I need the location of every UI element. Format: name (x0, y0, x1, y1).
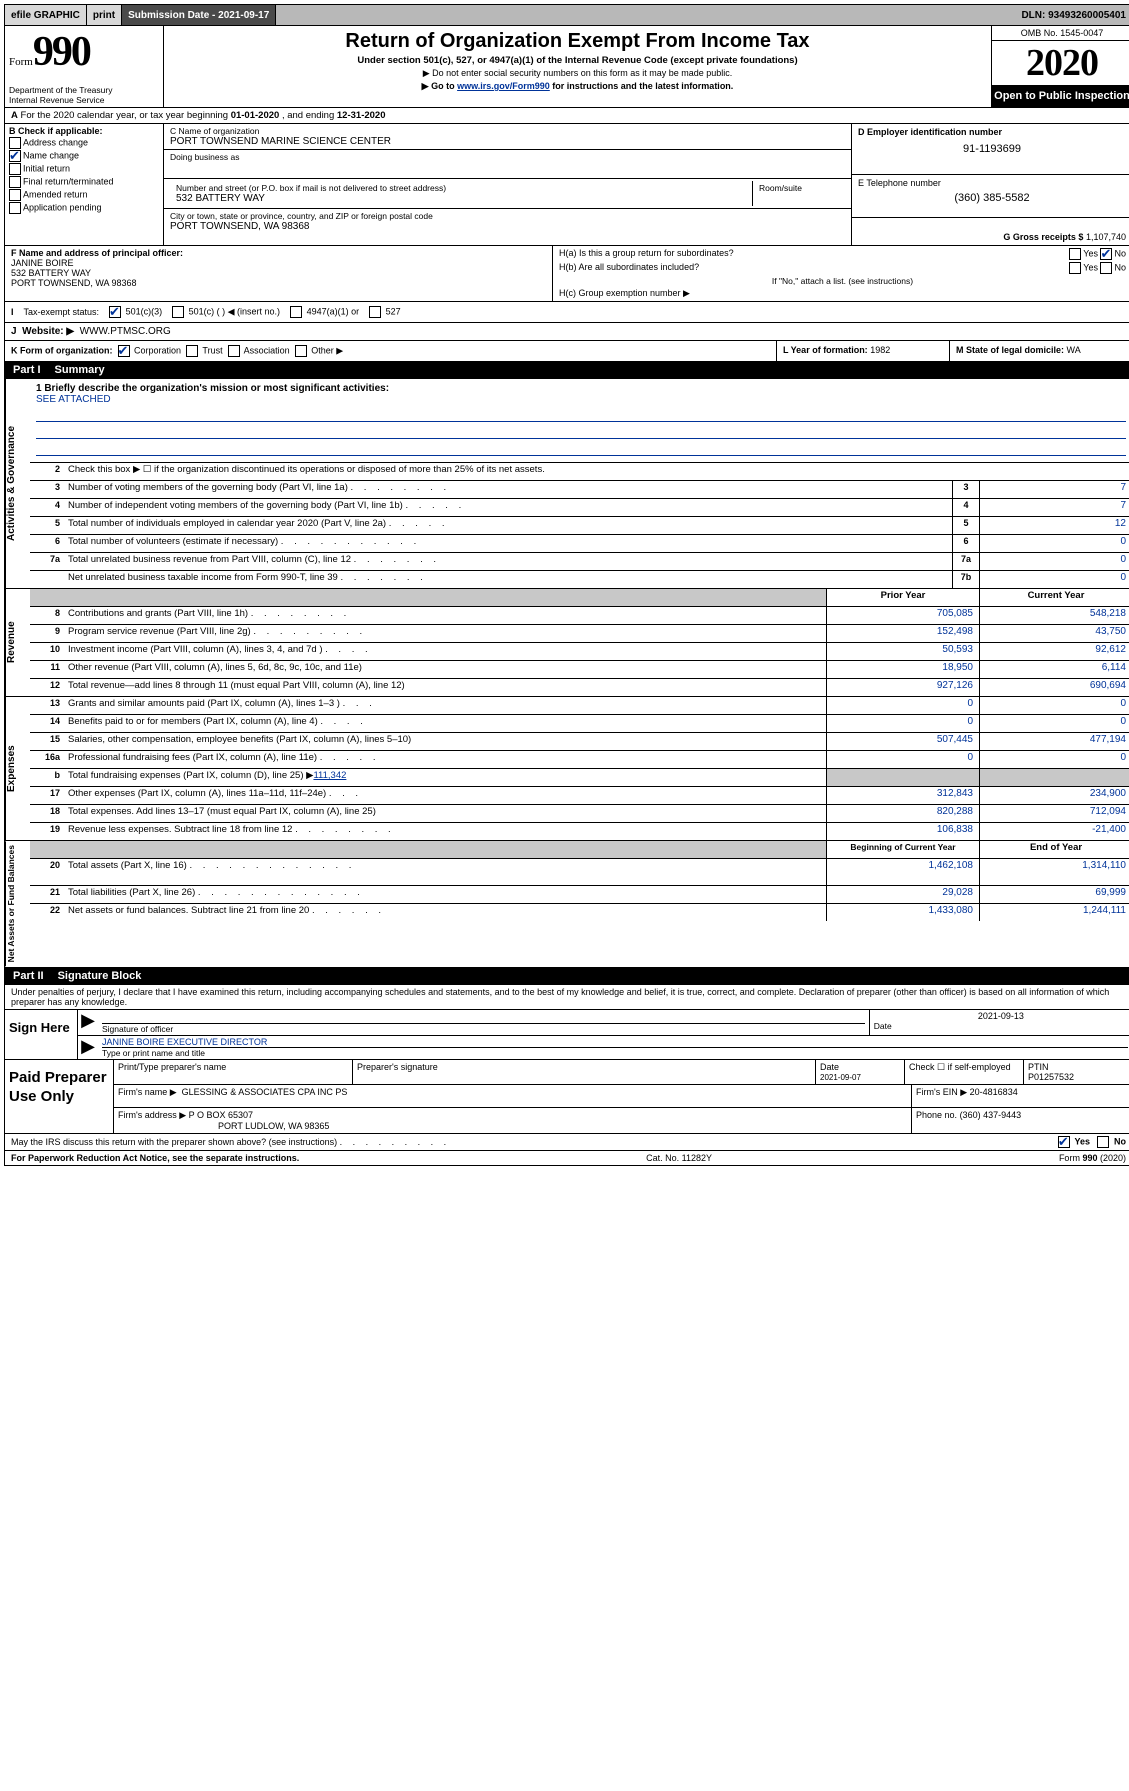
paid-preparer-section: Paid Preparer Use Only Print/Type prepar… (5, 1060, 1129, 1134)
sign-here-section: Sign Here ▶ Signature of officer 2021-09… (5, 1010, 1129, 1060)
part-2-header: Part II Signature Block (5, 968, 1129, 985)
mission-box: 1 Briefly describe the organization's mi… (30, 379, 1129, 462)
col-c-org-info: C Name of organization PORT TOWNSEND MAR… (164, 124, 852, 245)
form-title: Return of Organization Exempt From Incom… (170, 30, 985, 53)
net-assets-section: Net Assets or Fund Balances Beginning of… (5, 841, 1129, 967)
cb-amended-return[interactable]: Amended return (9, 189, 159, 201)
col-b-checkboxes: B Check if applicable: Address change Na… (5, 124, 164, 245)
efile-graphic-button[interactable]: efile GRAPHIC (5, 5, 87, 25)
sign-arrow-icon: ▶ (78, 1010, 98, 1035)
principal-officer: F Name and address of principal officer:… (5, 246, 553, 301)
cb-501c[interactable] (172, 306, 184, 318)
top-bar: efile GRAPHIC print Submission Date - 20… (4, 4, 1129, 26)
website-value: WWW.PTMSC.ORG (80, 326, 171, 337)
tax-year: 2020 (992, 41, 1129, 86)
dba-cell: Doing business as (164, 150, 851, 179)
col-d-e-g: D Employer identification number 91-1193… (852, 124, 1129, 245)
ssn-note: ▶ Do not enter social security numbers o… (170, 68, 985, 79)
header-right: OMB No. 1545-0047 2020 Open to Public In… (992, 26, 1129, 107)
cb-hb-yes[interactable] (1069, 262, 1081, 274)
cb-name-change[interactable]: Name change (9, 150, 159, 162)
cb-ha-yes[interactable] (1069, 248, 1081, 260)
revenue-section: Revenue Prior YearCurrent Year 8Contribu… (5, 589, 1129, 697)
cb-discuss-no[interactable] (1097, 1136, 1109, 1148)
cb-ha-no[interactable] (1100, 248, 1112, 260)
officer-typed-name: JANINE BOIRE EXECUTIVE DIRECTOR (102, 1037, 1128, 1048)
submission-date-label: Submission Date - 2021-09-17 (122, 5, 276, 25)
cb-discuss-yes[interactable] (1058, 1136, 1070, 1148)
discuss-row: May the IRS discuss this return with the… (5, 1134, 1129, 1151)
col-b-header: B Check if applicable: (9, 126, 103, 136)
cb-association[interactable] (228, 345, 240, 357)
cb-initial-return[interactable]: Initial return (9, 163, 159, 175)
org-name-cell: C Name of organization PORT TOWNSEND MAR… (164, 124, 851, 150)
pra-notice: For Paperwork Reduction Act Notice, see … (11, 1153, 299, 1163)
paid-preparer-label: Paid Preparer Use Only (5, 1060, 114, 1133)
top-bar-spacer (276, 5, 1015, 25)
perjury-statement: Under penalties of perjury, I declare th… (5, 985, 1129, 1010)
tax-exempt-row: I Tax-exempt status: 501(c)(3) 501(c) ( … (5, 302, 1129, 323)
cb-final-return[interactable]: Final return/terminated (9, 176, 159, 188)
k-l-m-row: K Form of organization: Corporation Trus… (5, 341, 1129, 362)
ein-cell: D Employer identification number 91-1193… (852, 124, 1129, 175)
mission-text: SEE ATTACHED (36, 394, 1126, 405)
form-header: Form990 Department of the TreasuryIntern… (5, 26, 1129, 108)
sign-here-label: Sign Here (5, 1010, 78, 1059)
cb-other[interactable] (295, 345, 307, 357)
form-number: Form990 (9, 28, 159, 76)
form-subtitle: Under section 501(c), 527, or 4947(a)(1)… (170, 55, 985, 66)
header-left: Form990 Department of the TreasuryIntern… (5, 26, 164, 107)
cb-trust[interactable] (186, 345, 198, 357)
side-label-activities: Activities & Governance (5, 379, 30, 588)
cb-corporation[interactable] (118, 345, 130, 357)
telephone-cell: E Telephone number (360) 385-5582 (852, 175, 1129, 218)
dln: DLN: 93493260005401 (1015, 5, 1129, 25)
part-1-header: Part I Summary (5, 362, 1129, 379)
cb-527[interactable] (369, 306, 381, 318)
city-cell: City or town, state or province, country… (164, 209, 851, 234)
cb-4947[interactable] (290, 306, 302, 318)
form-frame: Form990 Department of the TreasuryIntern… (4, 26, 1129, 1166)
side-label-net-assets: Net Assets or Fund Balances (5, 841, 30, 966)
section-b-to-g: B Check if applicable: Address change Na… (5, 124, 1129, 246)
cb-501c3[interactable] (109, 306, 121, 318)
expenses-section: Expenses 13Grants and similar amounts pa… (5, 697, 1129, 841)
omb-number: OMB No. 1545-0047 (992, 26, 1129, 41)
open-to-public: Open to Public Inspection (992, 86, 1129, 107)
officer-and-h-row: F Name and address of principal officer:… (5, 246, 1129, 302)
side-label-expenses: Expenses (5, 697, 30, 840)
footer: For Paperwork Reduction Act Notice, see … (5, 1151, 1129, 1165)
side-label-revenue: Revenue (5, 589, 30, 696)
cb-application-pending[interactable]: Application pending (9, 202, 159, 214)
cat-no: Cat. No. 11282Y (646, 1153, 712, 1163)
form-ref: Form 990 (2020) (1059, 1153, 1126, 1163)
h-block: H(a) Is this a group return for subordin… (553, 246, 1129, 301)
dept-treasury: Department of the TreasuryInternal Reven… (9, 85, 159, 105)
address-cell: Number and street (or P.O. box if mail i… (164, 179, 851, 209)
cb-hb-no[interactable] (1100, 262, 1112, 274)
website-row: J Website: ▶ WWW.PTMSC.ORG (5, 323, 1129, 341)
header-title-block: Return of Organization Exempt From Incom… (164, 26, 992, 107)
row-a-tax-year: A For the 2020 calendar year, or tax yea… (5, 108, 1129, 124)
activities-governance-section: Activities & Governance 1 Briefly descri… (5, 379, 1129, 589)
sign-arrow-icon-2: ▶ (78, 1036, 98, 1059)
gross-receipts-cell: G Gross receipts $ 1,107,740 (852, 218, 1129, 245)
print-button[interactable]: print (87, 5, 122, 25)
instructions-link-line: ▶ Go to www.irs.gov/Form990 for instruct… (170, 81, 985, 92)
instructions-link[interactable]: www.irs.gov/Form990 (457, 81, 550, 91)
cb-address-change[interactable]: Address change (9, 137, 159, 149)
